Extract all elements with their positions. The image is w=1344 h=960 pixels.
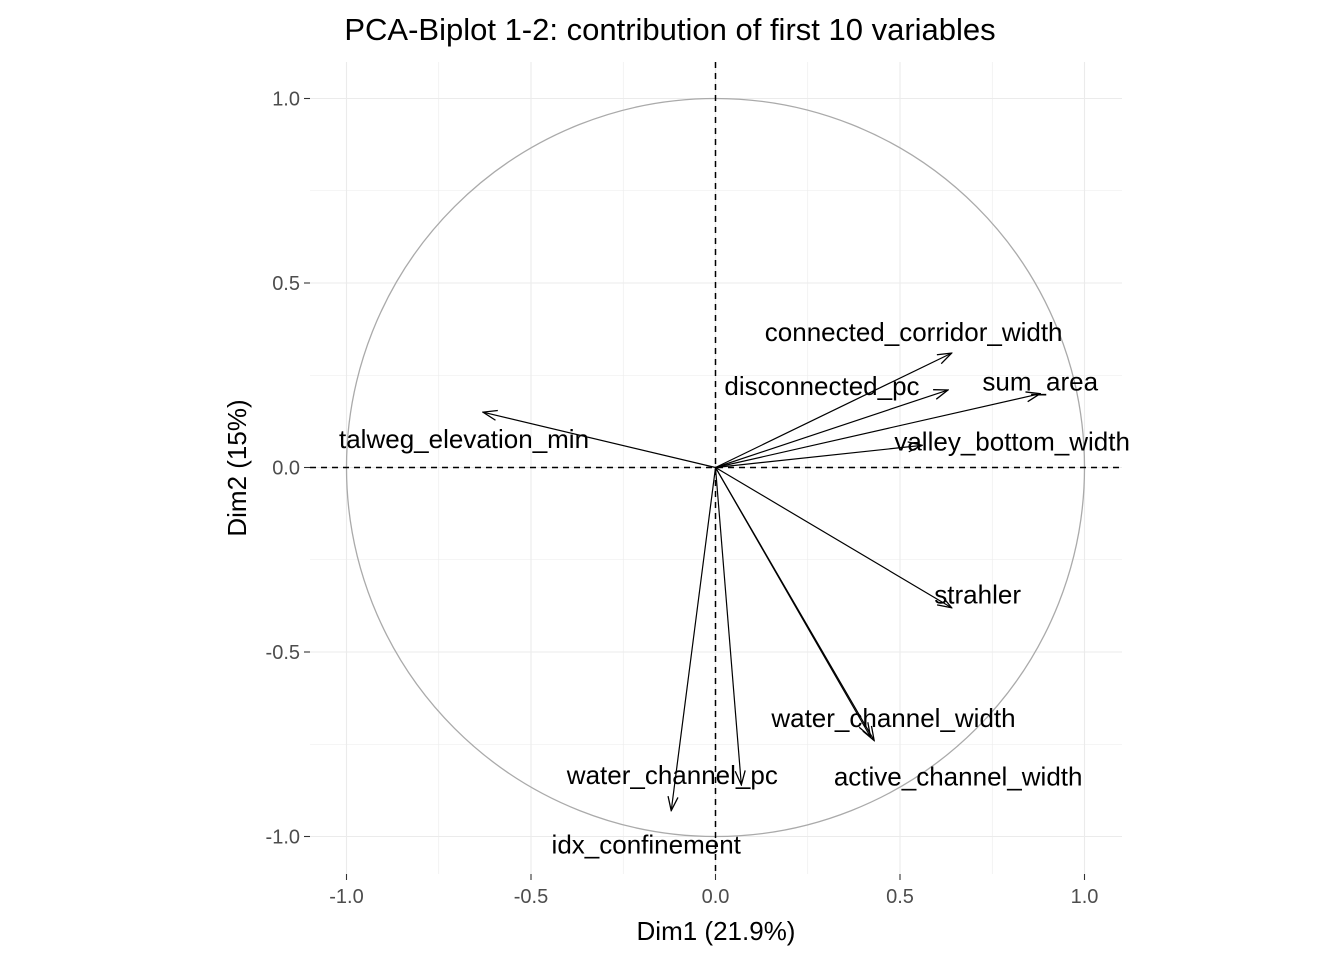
x-tick-label: -1.0 xyxy=(329,886,363,908)
label-valley-bottom-width: valley_bottom_width xyxy=(894,426,1130,456)
arrow-strahler xyxy=(715,466,952,608)
label-water-channel-width: water_channel_width xyxy=(770,703,1015,733)
y-tick-label: 0.0 xyxy=(272,458,300,480)
arrow-idx-confinement xyxy=(671,467,717,811)
arrow-talweg-elevation-min xyxy=(483,412,716,469)
arrow-sum-area xyxy=(715,394,1041,469)
label-connected-corridor-width: connected_corridor_width xyxy=(765,317,1063,347)
arrow-valley-bottom-width xyxy=(715,445,923,469)
label-active-channel-width: active_channel_width xyxy=(834,762,1083,792)
variable-arrows xyxy=(483,353,1040,811)
y-axis: 1.0 0.5 0.0 -0.5 -1.0 xyxy=(266,89,310,849)
label-talweg-elevation-min: talweg_elevation_min xyxy=(339,424,589,454)
y-axis-title: Dim2 (15%) xyxy=(222,399,252,536)
reference-lines xyxy=(310,62,1122,874)
y-tick-label: 1.0 xyxy=(272,89,300,111)
label-idx-confinement: idx_confinement xyxy=(552,830,742,860)
arrow-connected-corridor-width xyxy=(715,353,952,469)
x-axis-title: Dim1 (21.9%) xyxy=(637,916,796,946)
x-tick-label: 0.5 xyxy=(886,886,914,908)
x-tick-label: 1.0 xyxy=(1071,886,1099,908)
chart-title: PCA-Biplot 1-2: contribution of first 10… xyxy=(344,12,995,47)
arrow-water-channel-pc xyxy=(714,467,742,785)
y-tick-label: -0.5 xyxy=(266,642,300,664)
label-sum-area: sum_area xyxy=(982,367,1098,397)
y-tick-label: 0.5 xyxy=(272,273,300,295)
label-strahler: strahler xyxy=(934,580,1021,610)
x-tick-label: 0.0 xyxy=(702,886,730,908)
arrow-disconnected-pc xyxy=(715,390,948,469)
y-tick-label: -1.0 xyxy=(266,827,300,849)
label-disconnected-pc: disconnected_pc xyxy=(724,371,919,401)
arrow-active-channel-width xyxy=(714,467,875,741)
x-tick-label: -0.5 xyxy=(514,886,548,908)
x-axis: -1.0 -0.5 0.0 0.5 1.0 xyxy=(329,874,1098,908)
label-water-channel-pc: water_channel_pc xyxy=(566,760,778,790)
